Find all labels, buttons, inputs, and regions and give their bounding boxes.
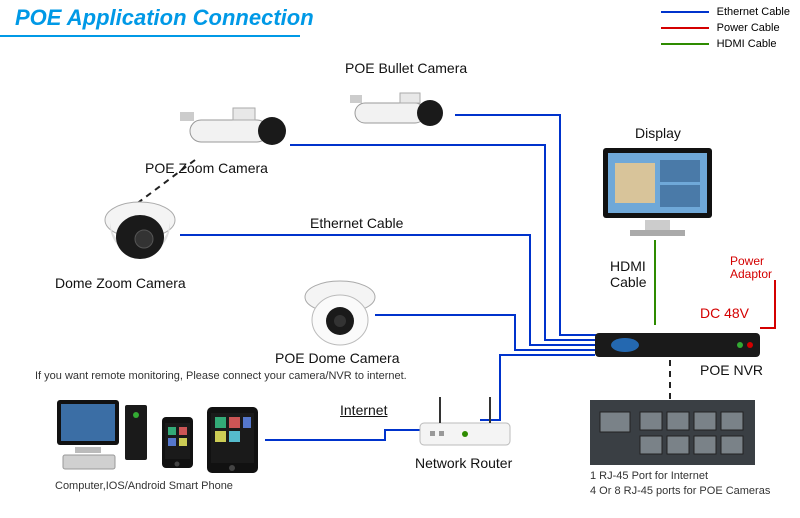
legend-label: Power Cable: [717, 22, 780, 34]
zoom-camera-icon: [175, 100, 295, 155]
phone-icon: [160, 415, 195, 470]
label-ports2: 4 Or 8 RJ-45 ports for POE Cameras: [590, 485, 770, 497]
bullet-camera-icon: [350, 85, 460, 135]
label-dome-zoom: Dome Zoom Camera: [55, 275, 186, 291]
legend-swatch-ethernet: [661, 11, 709, 13]
dome-zoom-camera-icon: [100, 195, 180, 270]
tablet-icon: [205, 405, 260, 475]
legend-row: Power Cable: [661, 22, 790, 34]
computer-icon: [55, 395, 150, 475]
label-poe-zoom: POE Zoom Camera: [145, 160, 268, 176]
legend-row: Ethernet Cable: [661, 6, 790, 18]
router-icon: [415, 395, 515, 450]
legend-row: HDMI Cable: [661, 38, 790, 50]
label-router: Network Router: [415, 455, 512, 471]
legend-swatch-hdmi: [661, 43, 709, 45]
label-ethernet: Ethernet Cable: [310, 215, 403, 231]
label-poe-dome: POE Dome Camera: [275, 350, 399, 366]
label-dc48v: DC 48V: [700, 305, 749, 321]
page-title: POE Application Connection: [15, 5, 314, 31]
legend-label: Ethernet Cable: [717, 6, 790, 18]
label-hdmi: HDMICable: [610, 258, 647, 290]
legend: Ethernet Cable Power Cable HDMI Cable: [661, 6, 790, 54]
label-note: If you want remote monitoring, Please co…: [35, 370, 407, 382]
ports-panel-icon: [590, 400, 755, 465]
title-underline: [0, 35, 300, 37]
label-devices: Computer,IOS/Android Smart Phone: [55, 480, 233, 492]
display-icon: [600, 145, 715, 240]
label-poe-bullet: POE Bullet Camera: [345, 60, 467, 76]
legend-swatch-power: [661, 27, 709, 29]
label-ports1: 1 RJ-45 Port for Internet: [590, 470, 708, 482]
label-internet: Internet: [340, 402, 387, 418]
nvr-icon: [595, 325, 760, 360]
poe-dome-camera-icon: [300, 275, 380, 350]
label-power-adaptor: PowerAdaptor: [730, 255, 772, 281]
label-poe-nvr: POE NVR: [700, 362, 763, 378]
legend-label: HDMI Cable: [717, 38, 777, 50]
label-display: Display: [635, 125, 681, 141]
